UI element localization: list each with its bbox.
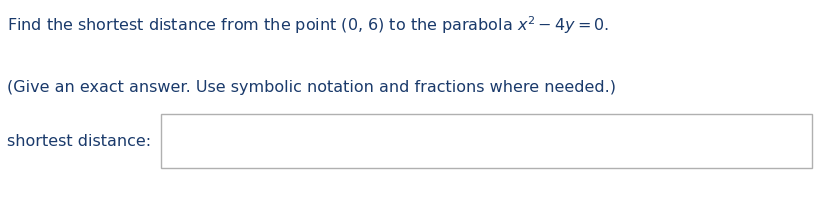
Text: shortest distance:: shortest distance: bbox=[7, 134, 151, 148]
Text: Find the shortest distance from the point (0, 6) to the parabola $x^2 - 4y = 0$.: Find the shortest distance from the poin… bbox=[7, 14, 609, 36]
Text: (Give an exact answer. Use symbolic notation and fractions where needed.): (Give an exact answer. Use symbolic nota… bbox=[7, 80, 616, 95]
FancyBboxPatch shape bbox=[161, 114, 812, 168]
